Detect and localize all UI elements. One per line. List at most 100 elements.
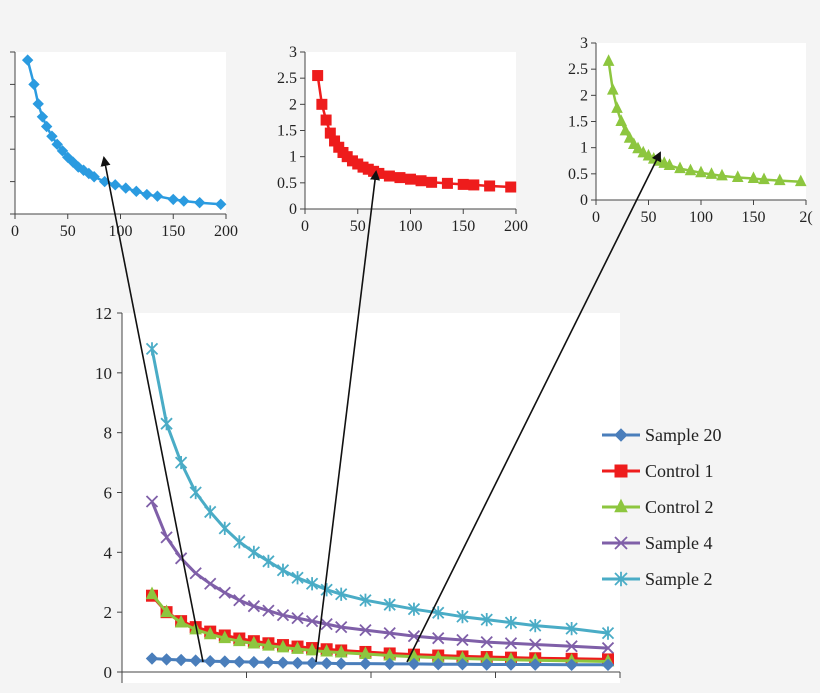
main-sample-20-point — [320, 657, 333, 670]
inset-middle-point — [468, 179, 480, 191]
inset-left-point — [151, 190, 164, 202]
inset-x-tick-label: 2( — [799, 209, 812, 226]
main-sample-4-point — [218, 586, 231, 599]
inset-y-tick-label: 0.5 — [277, 175, 297, 192]
inset-right-point — [615, 114, 628, 126]
inset-middle-point — [505, 181, 517, 193]
inset-y-tick-label: 1 — [580, 140, 588, 157]
main-sample-20-point — [218, 655, 231, 668]
main-sample-2-point — [276, 563, 290, 577]
main-control-2-point — [233, 633, 246, 647]
inset-right-point — [674, 161, 686, 174]
inset-middle-point — [312, 70, 324, 82]
main-sample-2-point — [189, 485, 202, 500]
main-sample-20-point — [480, 658, 493, 671]
inset-x-tick-label: 200 — [504, 218, 528, 235]
inset-x-tick-label: 150 — [451, 218, 475, 235]
inset-left-point — [36, 111, 49, 123]
inset-left-point — [56, 145, 69, 157]
main-sample-4-point — [335, 620, 348, 634]
inset-y-tick-label: 0.5 — [568, 166, 588, 183]
arrow-2 — [315, 170, 380, 663]
inset-x-tick-label: 50 — [350, 218, 366, 235]
main-sample-20-point — [291, 656, 304, 670]
main-plot-area — [122, 313, 620, 683]
inset-chart-right: 0 50 100 150 2(0 0.5 1 1.5 2 2.5 3 — [568, 35, 813, 226]
main-sample-4-point — [432, 632, 445, 645]
inset-y-tick-label: 1 — [289, 149, 297, 166]
main-sample-2-point — [565, 622, 578, 636]
inset-right-point — [758, 172, 770, 185]
inset-left-point — [178, 195, 190, 207]
main-y-tick-label: 12 — [95, 304, 112, 323]
inset-left-point — [40, 120, 53, 133]
main-sample-2-point — [145, 342, 159, 356]
main-control-2-point — [145, 586, 159, 600]
main-sample-20-point — [160, 653, 173, 666]
inset-left-point — [141, 188, 153, 201]
main-control-2-point — [262, 637, 275, 651]
inset-x-tick-label: 50 — [641, 209, 657, 226]
inset-left-point — [21, 54, 34, 66]
main-sample-4-point — [359, 623, 372, 637]
main-sample-20-point — [504, 658, 518, 671]
legend-label: Control 2 — [645, 497, 714, 517]
main-sample-20-point — [233, 655, 246, 669]
inset-chart-middle: 0 50 100 150 200 0 0.5 1 1.5 2 2.5 3 — [277, 44, 528, 235]
inset-y-tick-label: 2.5 — [568, 61, 588, 78]
main-sample-4-point — [189, 567, 202, 580]
inset-x-tick-label: 100 — [109, 223, 133, 240]
main-control-2-point — [203, 626, 217, 640]
main-sample-4-point — [320, 617, 333, 631]
inset-left-point — [28, 78, 40, 91]
main-control-2-point — [291, 641, 304, 654]
main-y-tick-label: 8 — [104, 424, 113, 443]
main-sample-2-point — [456, 610, 469, 624]
main-sample-2-point — [262, 554, 275, 568]
series-sample-2 — [145, 342, 615, 640]
main-y-tick-label: 2 — [104, 603, 113, 622]
inset-x-tick-label: 150 — [161, 223, 185, 240]
main-sample-4-point — [529, 638, 542, 651]
main-y-tick-label: 6 — [104, 484, 113, 503]
inset-middle-point — [316, 98, 328, 110]
main-control-2-point — [218, 630, 232, 644]
main-sample-4-point — [204, 577, 217, 590]
main-sample-20-point — [204, 655, 217, 668]
inset-right-point — [611, 101, 623, 113]
inset-left-point — [46, 130, 58, 142]
main-y-tick-label: 4 — [104, 543, 113, 562]
inset-left-point — [109, 179, 121, 191]
main-control-2-point — [174, 614, 188, 628]
inset-y-tick-label: 2 — [289, 96, 297, 113]
inset-series — [21, 54, 227, 210]
main-sample-4-point — [276, 609, 290, 622]
inset-y-tick-label: 3 — [580, 35, 588, 52]
legend-label: Control 1 — [645, 461, 714, 481]
inset-middle-point — [457, 178, 469, 190]
inset-y-tick-label: 2 — [580, 87, 588, 104]
legend-item: Control 1 — [602, 461, 714, 481]
main-sample-4-point — [601, 641, 615, 655]
main-sample-2-point — [174, 455, 188, 470]
main-sample-2-point — [529, 619, 542, 633]
main-sample-2-point — [305, 577, 319, 591]
inset-right-point — [623, 131, 636, 143]
inset-x-tick-label: 150 — [742, 209, 766, 226]
inset-right-point — [663, 158, 676, 170]
inset-right-point — [705, 167, 718, 179]
main-control-2-point — [320, 643, 333, 657]
main-sample-20-point — [383, 657, 396, 671]
inset-left-point — [167, 193, 179, 206]
inset-middle-point — [426, 176, 438, 188]
inset-y-tick-label: 0 — [289, 201, 297, 218]
inset-x-tick-label: 50 — [60, 223, 76, 240]
main-sample-2-point — [601, 626, 615, 640]
main-sample-20-point — [565, 658, 578, 672]
main-sample-20-point — [262, 656, 275, 669]
legend-item: Control 2 — [602, 497, 714, 517]
inset-middle-point — [405, 173, 416, 185]
main-sample-20-point — [189, 654, 202, 667]
